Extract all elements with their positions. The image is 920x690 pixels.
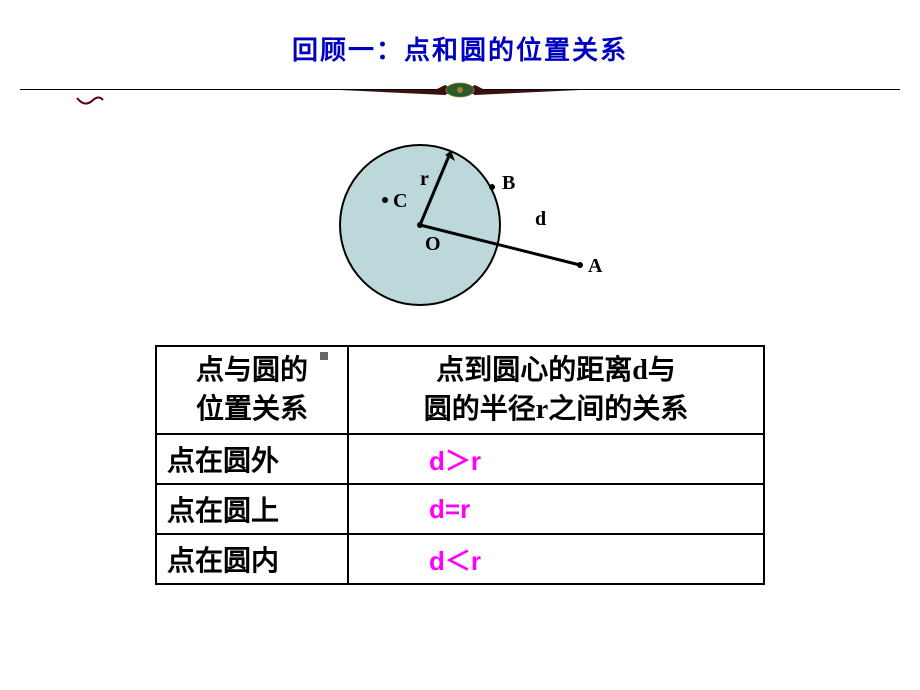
table-row: 点在圆外 d＞r xyxy=(156,434,764,484)
row0-left: 点在圆外 xyxy=(156,434,348,484)
swash-mark xyxy=(75,92,105,116)
row1-left: 点在圆上 xyxy=(156,484,348,534)
circle-diagram: Or d A B C xyxy=(285,135,635,315)
row0-right: d＞r xyxy=(348,434,764,484)
svg-text:d: d xyxy=(535,208,546,230)
row1-right: d=r xyxy=(348,484,764,534)
relation-table: 点与圆的 位置关系 点到圆心的距离d与 圆的半径r之间的关系 点在圆外 d＞r … xyxy=(155,345,765,585)
page-indicator xyxy=(320,352,328,360)
header-left-line2: 位置关系 xyxy=(196,394,308,425)
header-right-line2: 圆的半径r之间的关系 xyxy=(424,394,688,425)
svg-text:A: A xyxy=(588,255,603,277)
svg-text:O: O xyxy=(425,233,441,255)
page-title: 回顾一：点和圆的位置关系 xyxy=(0,0,920,67)
diagram-svg: Or d A B C xyxy=(285,135,635,315)
svg-text:C: C xyxy=(393,190,407,212)
svg-text:r: r xyxy=(420,168,429,190)
row2-right: d＜r xyxy=(348,534,764,584)
divider-ornament xyxy=(340,76,580,104)
table-header-right: 点到圆心的距离d与 圆的半径r之间的关系 xyxy=(348,346,764,434)
header-right-line1: 点到圆心的距离d与 xyxy=(436,355,676,386)
header-left-line1: 点与圆的 xyxy=(196,355,308,386)
title-divider xyxy=(0,75,920,105)
row2-left: 点在圆内 xyxy=(156,534,348,584)
table-row: 点在圆内 d＜r xyxy=(156,534,764,584)
table-row: 点在圆上 d=r xyxy=(156,484,764,534)
svg-text:B: B xyxy=(502,172,515,194)
